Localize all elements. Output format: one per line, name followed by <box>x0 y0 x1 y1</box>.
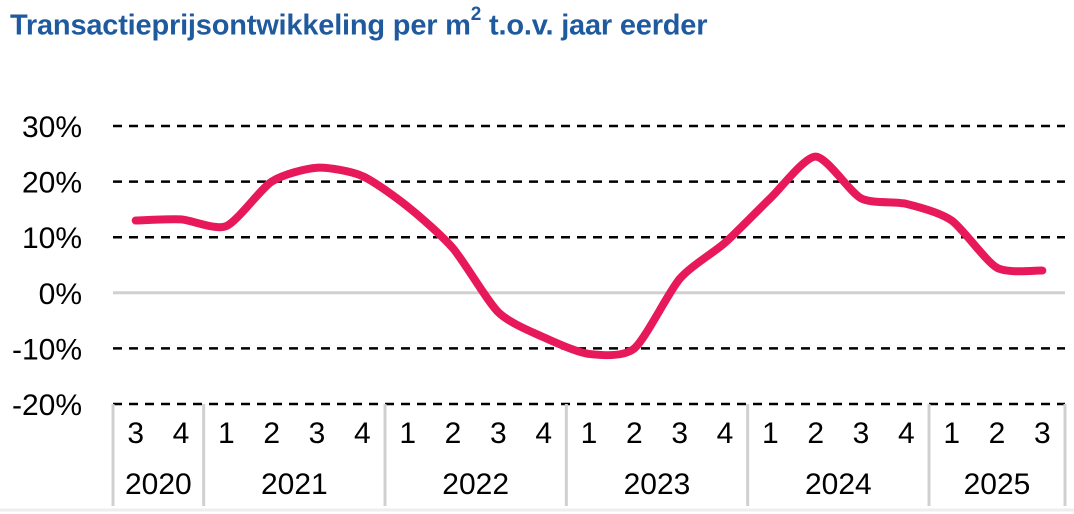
x-tick-label: 2 <box>989 417 1006 450</box>
x-tick-label: 1 <box>218 417 235 450</box>
y-tick-label: 30% <box>22 111 82 144</box>
y-tick-label: 20% <box>22 167 82 200</box>
x-year-label: 2024 <box>805 468 872 501</box>
x-tick-label: 4 <box>898 417 915 450</box>
chart-title-text: Transactieprijsontwikkeling per m <box>10 9 471 42</box>
x-tick-label: 3 <box>490 417 507 450</box>
x-year-label: 2022 <box>442 468 509 501</box>
series-line <box>131 152 1047 360</box>
x-tick-label: 1 <box>943 417 960 450</box>
x-tick-label: 1 <box>581 417 598 450</box>
x-tick-label: 4 <box>535 417 552 450</box>
chart-title: Transactieprijsontwikkeling per m2 t.o.v… <box>10 4 708 43</box>
y-tick-label: 0% <box>39 278 82 311</box>
x-tick-label: 4 <box>717 417 734 450</box>
x-tick-label: 2 <box>626 417 643 450</box>
x-year-label: 2023 <box>624 468 691 501</box>
x-tick-label: 3 <box>853 417 870 450</box>
x-tick-label: 3 <box>127 417 144 450</box>
x-year-label: 2021 <box>261 468 328 501</box>
x-tick-label: 2 <box>263 417 280 450</box>
chart-title-suffix: t.o.v. jaar eerder <box>481 9 708 42</box>
x-tick-label: 4 <box>354 417 371 450</box>
x-tick-label: 3 <box>1034 417 1051 450</box>
x-tick-label: 1 <box>399 417 416 450</box>
x-tick-label: 2 <box>807 417 824 450</box>
y-tick-label: -20% <box>12 389 82 422</box>
x-tick-label: 3 <box>671 417 688 450</box>
chart-title-superscript: 2 <box>470 4 482 25</box>
x-year-label: 2020 <box>125 468 192 501</box>
y-tick-label: 10% <box>22 222 82 255</box>
x-tick-label: 2 <box>445 417 462 450</box>
x-tick-label: 3 <box>309 417 326 450</box>
x-tick-label: 1 <box>762 417 779 450</box>
x-tick-label: 4 <box>173 417 190 450</box>
x-year-label: 2025 <box>964 468 1031 501</box>
y-tick-label: -10% <box>12 333 82 366</box>
